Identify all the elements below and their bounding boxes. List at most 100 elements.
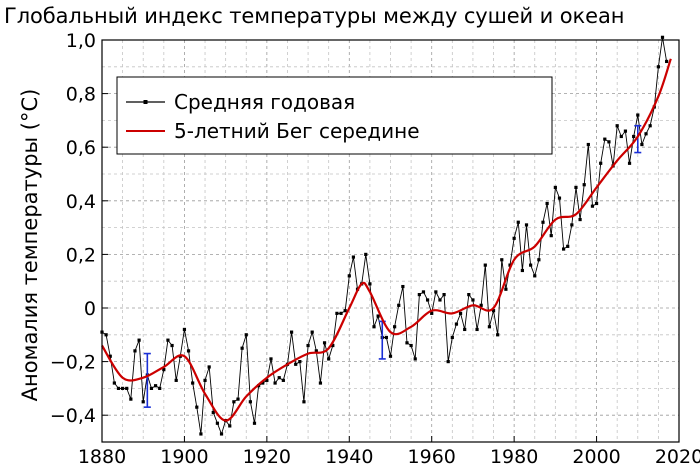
annual-mean-point (520, 268, 524, 273)
annual-mean-point (125, 386, 129, 390)
annual-mean-point (182, 327, 187, 332)
annual-mean-point (627, 161, 632, 165)
annual-mean-point (232, 400, 236, 404)
annual-mean-point (322, 341, 327, 345)
annual-mean-point (273, 381, 277, 385)
annual-mean-point (607, 140, 611, 144)
annual-mean-point (298, 360, 302, 364)
annual-mean-point (364, 252, 368, 256)
annual-mean-point (533, 274, 537, 278)
annual-mean-point (174, 378, 178, 382)
annual-mean-point (397, 303, 401, 307)
chart-title: Глобальный индекс температуры между суше… (4, 4, 625, 28)
annual-mean-point (191, 381, 195, 385)
annual-mean-point (339, 311, 343, 315)
legend: Средняя годовая 5-летний Бег середине (116, 76, 553, 155)
annual-mean-point (376, 314, 380, 318)
annual-mean-line (101, 37, 668, 436)
x-tick-label: 1920 (243, 446, 291, 468)
annual-mean-point (162, 368, 166, 372)
annual-mean-point (207, 365, 211, 369)
x-tick-label: 1880 (78, 446, 126, 468)
annual-mean-point (327, 357, 331, 361)
annual-mean-point (343, 309, 347, 313)
annual-mean-point (463, 327, 467, 332)
annual-mean-point (405, 341, 409, 345)
annual-mean-point (141, 400, 145, 404)
annual-mean-point (636, 113, 640, 117)
annual-mean-point (310, 330, 314, 334)
x-tick-label: 1900 (160, 446, 208, 468)
annual-mean-point (557, 196, 562, 200)
legend-marker-annual (143, 100, 148, 104)
annual-mean-point (215, 421, 219, 425)
annual-mean-point (195, 405, 199, 409)
x-tick-label: 1960 (408, 446, 456, 468)
y-tick-label: −0,2 (50, 352, 96, 374)
annual-mean-point (372, 325, 376, 329)
annual-mean-point (347, 274, 351, 278)
annual-mean-point (413, 357, 417, 361)
x-tick-label: 1940 (325, 446, 373, 468)
annual-mean-point (199, 432, 203, 436)
annual-mean-point (108, 354, 112, 358)
annual-mean-point (590, 204, 595, 208)
annual-mean-point (458, 311, 463, 315)
annual-mean-point (524, 223, 529, 227)
annual-mean-point (442, 293, 446, 297)
annual-mean-point (586, 142, 590, 147)
annual-mean-point (578, 217, 582, 222)
annual-mean-point (430, 311, 434, 315)
annual-mean-point (619, 134, 623, 139)
annual-mean-point (450, 335, 454, 340)
annual-mean-point (425, 298, 430, 302)
annual-mean-point (417, 293, 421, 297)
y-tick-label: 0 (84, 298, 96, 320)
annual-mean-point (158, 386, 162, 390)
annual-mean-point (570, 223, 574, 227)
annual-mean-point (434, 290, 438, 294)
annual-mean-point (302, 400, 306, 404)
annual-mean-point (615, 124, 619, 128)
annual-mean-point (660, 35, 665, 39)
annual-mean-point (170, 343, 174, 348)
y-tick-label: 0,4 (66, 191, 96, 213)
annual-mean-point (594, 201, 599, 206)
annual-mean-point (153, 384, 158, 388)
annual-mean-point (479, 303, 483, 307)
annual-mean-point (112, 381, 116, 385)
annual-mean-point (331, 343, 335, 348)
legend-box (116, 76, 553, 155)
annual-mean-point (384, 335, 388, 340)
annual-mean-point (574, 185, 578, 189)
annual-mean-point (228, 424, 232, 428)
annual-mean-point (640, 142, 644, 147)
annual-mean-point (512, 236, 516, 240)
annual-mean-point (104, 333, 108, 337)
annual-mean-point (549, 234, 553, 238)
annual-mean-point (186, 349, 191, 353)
uncertainty-bars (143, 124, 642, 408)
annual-mean-point (393, 325, 397, 329)
annual-mean-point (318, 381, 323, 385)
annual-mean-point (219, 432, 224, 436)
annual-mean-point (149, 386, 154, 390)
annual-mean-point (566, 244, 570, 248)
annual-mean-point (475, 327, 479, 332)
running-mean-line (101, 58, 672, 422)
annual-mean-point (281, 378, 285, 382)
x-axis-ticks: 1880 1900 1920 1940 1960 1980 2000 2020 (78, 436, 700, 468)
annual-mean-point (508, 263, 512, 267)
annual-mean-point (388, 354, 393, 358)
annual-mean-point (265, 378, 269, 382)
five-year-running-mean-series (101, 58, 672, 422)
annual-mean-point (289, 330, 294, 334)
y-axis-ticks: −0,4 −0,2 0 0,2 0,4 0,6 0,8 1,0 (50, 30, 108, 427)
annual-mean-point (487, 325, 492, 329)
x-tick-label: 2000 (572, 446, 620, 468)
annual-mean-point (409, 343, 413, 348)
annual-mean-point (252, 421, 257, 425)
annual-mean-point (335, 311, 339, 315)
annual-mean-point (500, 258, 504, 262)
